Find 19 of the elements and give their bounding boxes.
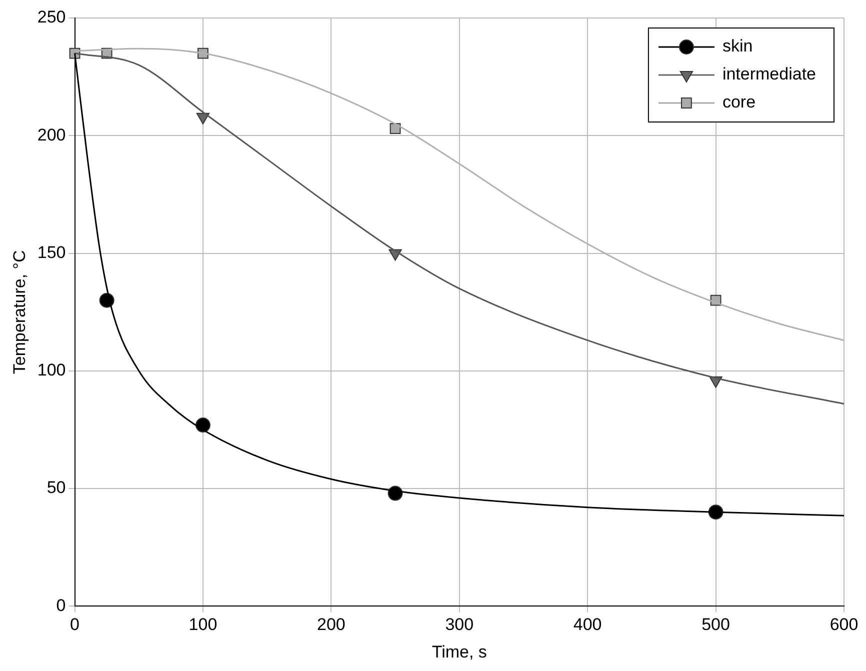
legend-label: intermediate	[722, 64, 816, 84]
x-axis-title: Time, s	[432, 642, 487, 662]
y-tick-label: 200	[37, 125, 66, 144]
y-tick-label: 150	[37, 242, 66, 262]
x-tick-label: 600	[830, 615, 858, 634]
x-tick-label: 300	[445, 615, 474, 634]
y-tick-label: 250	[37, 8, 66, 27]
x-tick-label: 0	[70, 615, 80, 634]
y-tick-label: 100	[37, 360, 66, 380]
point	[195, 418, 210, 433]
y-tick-label: 0	[56, 596, 66, 615]
y-axis-title: Temperature, °C	[10, 250, 29, 374]
x-tick-label: 500	[702, 615, 730, 634]
x-tick-label: 400	[573, 615, 602, 634]
x-tick-label: 100	[188, 615, 218, 634]
legend-label: core	[722, 92, 756, 112]
legend-label: skin	[722, 36, 753, 56]
y-tick-label: 50	[46, 478, 66, 498]
x-tick-label: 200	[316, 615, 346, 634]
